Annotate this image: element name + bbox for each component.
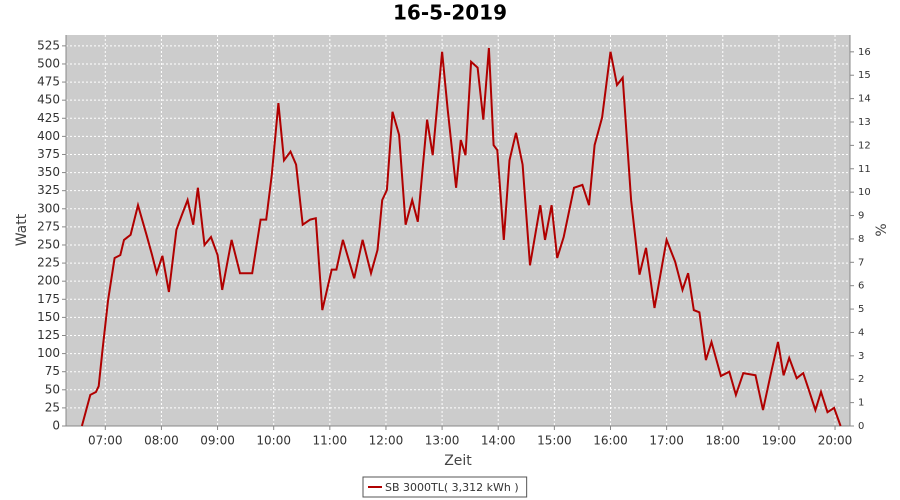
y2-axis-title: %: [874, 223, 890, 236]
y2-tick-label: 1: [858, 398, 864, 409]
y-tick-label: 450: [37, 93, 60, 107]
y2-tick-label: 12: [858, 140, 871, 151]
y-tick-label: 150: [37, 310, 60, 324]
y2-tick-label: 5: [858, 304, 864, 315]
x-tick-label: 17:00: [649, 434, 684, 448]
plot-area: [66, 35, 850, 426]
y-tick-label: 300: [37, 201, 60, 215]
x-tick-label: 15:00: [537, 434, 572, 448]
x-tick-label: 14:00: [481, 434, 516, 448]
x-tick-label: 07:00: [88, 434, 123, 448]
y-tick-label: 125: [37, 328, 60, 342]
x-tick-label: 13:00: [425, 434, 460, 448]
x-tick-label: 18:00: [705, 434, 740, 448]
y-tick-label: 375: [37, 147, 60, 161]
y-tick-label: 225: [37, 256, 60, 270]
y-tick-label: 200: [37, 274, 60, 288]
y-tick-label: 0: [52, 419, 60, 433]
x-tick-label: 08:00: [144, 434, 179, 448]
y-tick-label: 350: [37, 165, 60, 179]
y-tick-label: 325: [37, 183, 60, 197]
chart-title: 16-5-2019: [393, 1, 507, 25]
y2-tick-label: 2: [858, 374, 864, 385]
y2-tick-label: 14: [858, 94, 871, 105]
y2-tick-label: 9: [858, 211, 864, 222]
y-tick-label: 400: [37, 129, 60, 143]
y-tick-label: 275: [37, 219, 60, 233]
y-axis-title: Watt: [14, 213, 30, 246]
line: [80, 47, 842, 427]
y2-tick-label: 13: [858, 117, 871, 128]
y-tick-label: 175: [37, 292, 60, 306]
y-tick-label: 525: [37, 38, 60, 52]
x-tick-label: 20:00: [818, 434, 853, 448]
y-tick-label: 50: [45, 382, 60, 396]
x-tick-label: 10:00: [256, 434, 291, 448]
y-tick-label: 25: [45, 400, 60, 414]
y2-tick-label: 4: [858, 327, 864, 338]
y2-tick-label: 10: [858, 187, 871, 198]
y2-tick-label: 15: [858, 70, 871, 81]
y-tick-label: 475: [37, 75, 60, 89]
y2-tick-label: 11: [858, 164, 871, 175]
y-tick-label: 425: [37, 111, 60, 125]
x-tick-label: 16:00: [593, 434, 628, 448]
y2-tick-label: 7: [858, 257, 864, 268]
x-axis-title: Zeit: [444, 453, 472, 469]
y2-tick-label: 6: [858, 281, 864, 292]
legend-box: [362, 476, 528, 498]
legend-label: SB 3000TL( 3,312 kWh ): [385, 481, 519, 494]
y-tick-label: 500: [37, 56, 60, 70]
y-tick-label: 75: [45, 364, 60, 378]
y2-tick-label: 0: [858, 421, 864, 432]
x-tick-label: 12:00: [369, 434, 404, 448]
x-tick-label: 19:00: [762, 434, 797, 448]
y-tick-label: 100: [37, 346, 60, 360]
legend: SB 3000TL( 3,312 kWh ): [362, 476, 528, 498]
y2-tick-label: 16: [858, 47, 871, 58]
x-tick-label: 11:00: [313, 434, 348, 448]
y2-tick-label: 3: [858, 351, 864, 362]
y2-tick-label: 8: [858, 234, 864, 245]
y-tick-label: 250: [37, 237, 60, 251]
x-tick-label: 09:00: [200, 434, 235, 448]
